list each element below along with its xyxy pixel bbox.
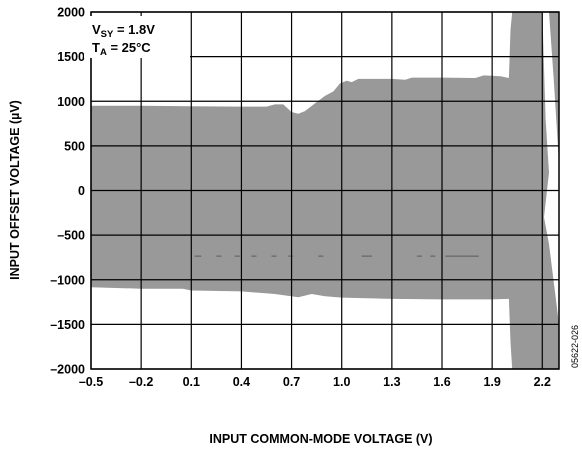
grid-layer xyxy=(90,11,560,370)
y-tick-label: 2000 xyxy=(57,6,85,20)
y-tick-labels: –2000 –1500 –1000 –500 0 500 1000 1500 2000 xyxy=(50,6,85,377)
annotation-temperature: TA = 25°C xyxy=(92,40,151,58)
x-tick-label: 1.9 xyxy=(483,375,500,389)
x-axis-label: INPUT COMMON-MODE VOLTAGE (V) xyxy=(209,432,432,446)
y-tick-label: 500 xyxy=(64,139,85,153)
x-tick-label: 2.2 xyxy=(534,375,551,389)
x-tick-labels: –0.5 –0.2 0.1 0.4 0.7 1.0 1.3 1.6 1.9 2.2 xyxy=(79,375,551,389)
x-tick-label: 0.1 xyxy=(183,375,200,389)
x-tick-label: 0.7 xyxy=(283,375,300,389)
x-tick-label: 1.3 xyxy=(383,375,400,389)
y-tick-label: 1000 xyxy=(57,95,85,109)
y-tick-label: 0 xyxy=(78,184,85,198)
x-tick-label: 1.6 xyxy=(433,375,450,389)
y-tick-label: 1500 xyxy=(57,50,85,64)
x-tick-label: –0.5 xyxy=(79,375,103,389)
x-tick-label: –0.2 xyxy=(129,375,153,389)
plot-frame xyxy=(90,11,560,370)
y-tick-label: –1000 xyxy=(50,273,85,287)
annotation-supply: VSY = 1.8V xyxy=(92,22,155,40)
y-tick-label: –1500 xyxy=(50,318,85,332)
y-axis-label: INPUT OFFSET VOLTAGE (µV) xyxy=(8,100,22,280)
y-tick-label: –500 xyxy=(57,229,85,243)
x-tick-label: 0.4 xyxy=(233,375,250,389)
x-tick-label: 1.0 xyxy=(333,375,350,389)
figure-id: 05622-026 xyxy=(570,325,580,368)
annotation-background xyxy=(84,16,190,58)
band-gap-region xyxy=(542,12,559,325)
y-tick-label: –2000 xyxy=(50,363,85,377)
